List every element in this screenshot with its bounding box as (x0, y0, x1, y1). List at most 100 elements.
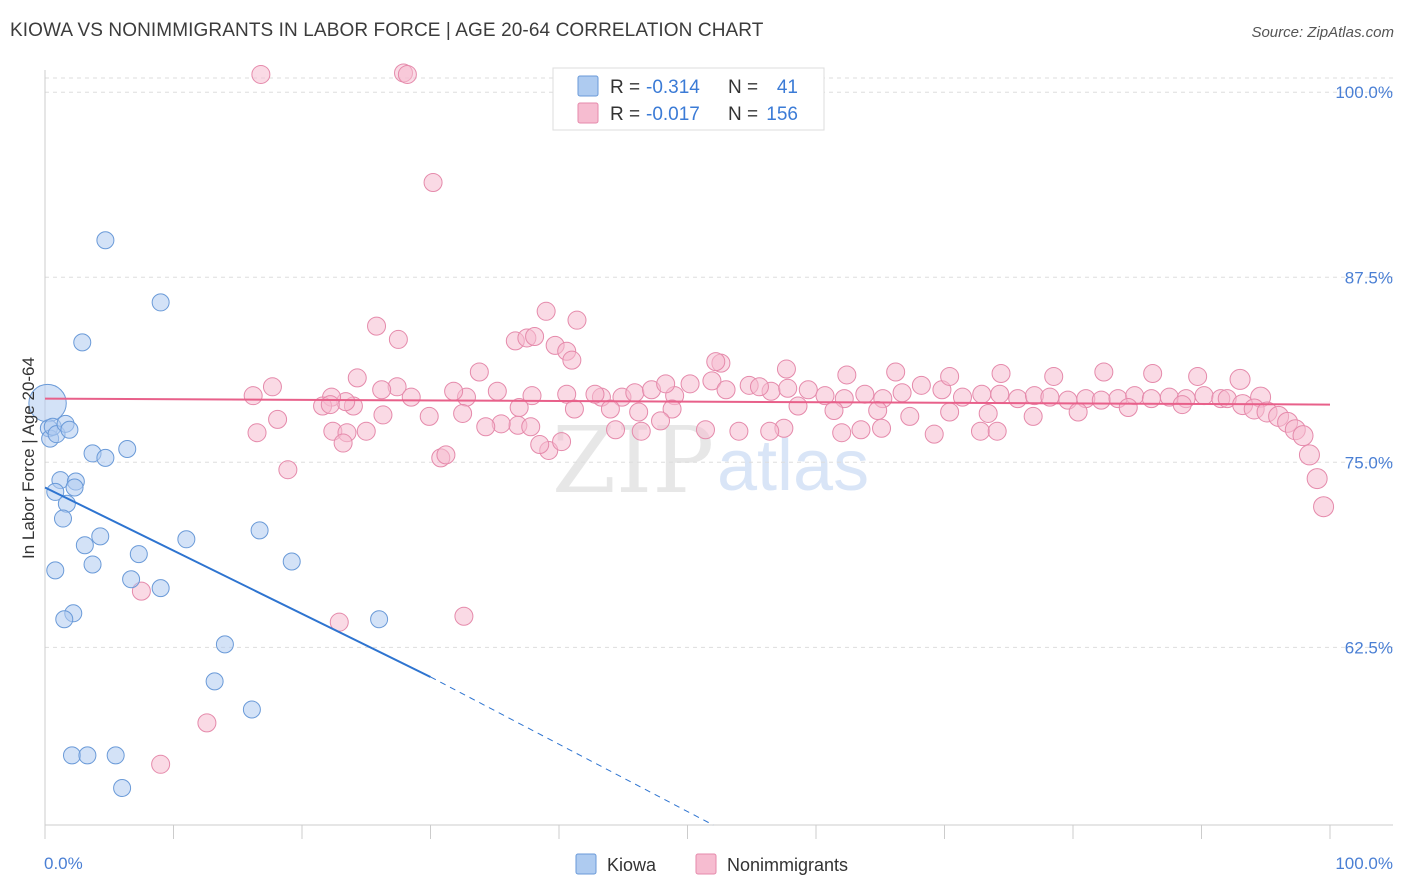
kiowa-point (122, 570, 141, 589)
nonimmigrants-r-value: -0.017 (646, 104, 700, 125)
nonimmigrants-point (1194, 386, 1214, 406)
nonimmigrants-point (729, 421, 749, 441)
nonimmigrants-point (197, 713, 217, 733)
nonimmigrants-point (469, 362, 489, 382)
kiowa-point (113, 778, 132, 797)
nonimmigrants-point (798, 380, 818, 400)
kiowa-point (65, 478, 84, 497)
kiowa-point (106, 746, 125, 765)
nonimmigrants-point (1306, 468, 1328, 490)
nonimmigrants-point (567, 310, 587, 330)
nonimmigrants-point (1118, 398, 1138, 418)
nonimmigrants-point (824, 400, 844, 420)
nonimmigrants-point (401, 387, 421, 407)
trend-lines (44, 397, 1331, 826)
nonimmigrants-point (851, 420, 871, 440)
series-legend: Kiowa Nonimmigrants (575, 853, 848, 875)
nonimmigrants-point (651, 411, 671, 431)
kiowa-point (83, 555, 102, 574)
nonimmigrants-point (940, 402, 960, 422)
nonimmigrants-n-label: N = (728, 104, 758, 125)
nonimmigrants-point (262, 377, 282, 397)
nonimmigrants-point (868, 400, 888, 420)
kiowa-r-label: R = (610, 77, 640, 98)
nonimmigrants-point (454, 606, 474, 626)
nonimmigrants-point (1143, 363, 1163, 383)
nonimmigrants-point (972, 384, 992, 404)
nonimmigrants-point (347, 368, 367, 388)
nonimmigrants-point (388, 329, 408, 349)
nonimmigrants-point (940, 366, 960, 386)
kiowa-n-label: N = (728, 77, 758, 98)
nonimmigrants-point (911, 375, 931, 395)
nonimmigrants-point (778, 378, 798, 398)
nonimmigrants-point (1044, 366, 1064, 386)
source-label: Source: ZipAtlas.com (1251, 24, 1394, 41)
kiowa-point (282, 552, 301, 571)
kiowa-n-value: 41 (777, 77, 798, 98)
kiowa-point (370, 610, 389, 629)
kiowa-point (177, 530, 196, 549)
x-tick-label-min: 0.0% (44, 854, 83, 873)
nonimmigrants-point (900, 406, 920, 426)
y-tick-label: 62.5% (1345, 638, 1393, 657)
kiowa-point (62, 746, 81, 765)
kiowa-point (250, 521, 269, 540)
nonimmigrants-point (978, 403, 998, 423)
nonimmigrants-point (251, 64, 271, 84)
nonimmigrants-point (356, 421, 376, 441)
kiowa-point (46, 561, 65, 580)
nonimmigrants-point (872, 418, 892, 438)
nonimmigrants-point (268, 409, 288, 429)
kiowa-point (75, 536, 94, 555)
nonimmigrants-point (629, 402, 649, 422)
nonimmigrants-point (423, 173, 443, 193)
nonimmigrants-point (419, 406, 439, 426)
nonimmigrants-point (631, 421, 651, 441)
nonimmigrants-point (530, 435, 550, 455)
x-tick-label-max: 100.0% (1335, 854, 1393, 873)
kiowa-point (129, 545, 148, 564)
kiowa-trend-line (44, 486, 431, 678)
y-tick-label: 75.0% (1345, 453, 1393, 472)
nonimmigrants-point (453, 403, 473, 423)
y-tick-label: 100.0% (1335, 83, 1393, 102)
watermark-zip: ZIP (552, 407, 714, 514)
kiowa-trend-extension (430, 676, 714, 826)
kiowa-point (60, 420, 79, 439)
kiowa-point (205, 672, 224, 691)
y-tick-label: 87.5% (1345, 268, 1393, 287)
nonimmigrants-r-label: R = (610, 104, 640, 125)
nonimmigrants-point (702, 371, 722, 391)
kiowa-point (73, 333, 92, 352)
nonimmigrants-point (552, 432, 572, 452)
nonimmigrants-point (662, 399, 682, 419)
nonimmigrants-point (562, 350, 582, 370)
nonimmigrants-point (892, 383, 912, 403)
nonimmigrants-point (444, 381, 464, 401)
nonimmigrants-point (436, 445, 456, 465)
nonimmigrants-point (585, 384, 605, 404)
nonimmigrants-point (1229, 368, 1251, 390)
nonimmigrants-point (600, 399, 620, 419)
nonimmigrants-point (557, 384, 577, 404)
y-axis-title: In Labor Force | Age 20-64 (19, 357, 38, 559)
kiowa-point (151, 293, 170, 312)
kiowa-legend-swatch (577, 75, 599, 97)
nonimmigrants-point (832, 423, 852, 443)
nonimmigrants-point (367, 316, 387, 336)
chart-title: KIOWA VS NONIMMIGRANTS IN LABOR FORCE | … (10, 20, 764, 41)
nonimmigrants-point (760, 421, 780, 441)
nonimmigrants-point (397, 64, 417, 84)
nonimmigrants-point (476, 417, 496, 437)
nonimmigrants-n-value: 156 (766, 104, 798, 125)
nonimmigrants-point (1292, 425, 1314, 447)
nonimmigrants-point (788, 396, 808, 416)
stats-legend: R = -0.314 N = 41 R = -0.017 N = 156 (552, 67, 825, 131)
nonimmigrants-point (491, 414, 511, 434)
nonimmigrants-point (924, 424, 944, 444)
nonimmigrants-point (970, 421, 990, 441)
nonimmigrants-point (1313, 496, 1335, 518)
kiowa-point (96, 448, 115, 467)
kiowa-point (215, 635, 234, 654)
